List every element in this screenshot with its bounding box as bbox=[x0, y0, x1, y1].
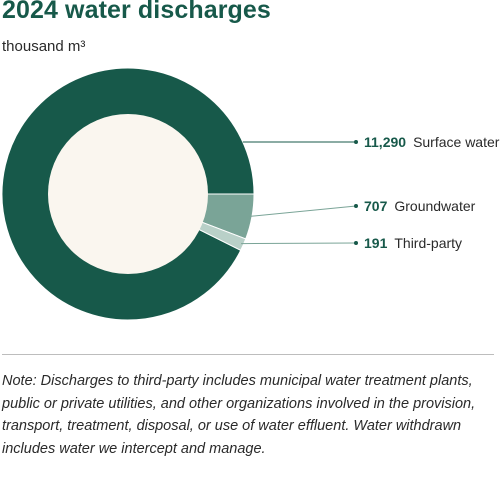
chart-subtitle: thousand m³ bbox=[2, 38, 86, 55]
slice-category-label: Groundwater bbox=[394, 198, 475, 214]
donut-hole bbox=[48, 114, 208, 274]
slice-value-label: 707 bbox=[364, 198, 388, 214]
leader-lines bbox=[241, 140, 358, 245]
slice-value-label: 191 bbox=[364, 235, 388, 251]
leader-line-groundwater bbox=[249, 205, 357, 217]
divider bbox=[2, 354, 494, 355]
slice-value-label: 11,290 bbox=[364, 134, 406, 150]
footnote: Note: Discharges to third-party includes… bbox=[2, 373, 476, 457]
leader-dot bbox=[354, 204, 358, 208]
leader-dot bbox=[354, 241, 358, 245]
chart-title: 2024 water discharges bbox=[2, 0, 271, 24]
slice-category-label: Third-party bbox=[394, 235, 462, 251]
leader-line-third-party bbox=[241, 242, 357, 245]
donut-chart: 11,290 Surface water 707 Groundwater 191 Thir… bbox=[1, 67, 500, 321]
leader-dot bbox=[354, 140, 358, 144]
slice-category-label: Surface water bbox=[413, 134, 500, 150]
slice-labels: 11,290 Surface water 707 Groundwater 191 Thir… bbox=[364, 134, 500, 251]
